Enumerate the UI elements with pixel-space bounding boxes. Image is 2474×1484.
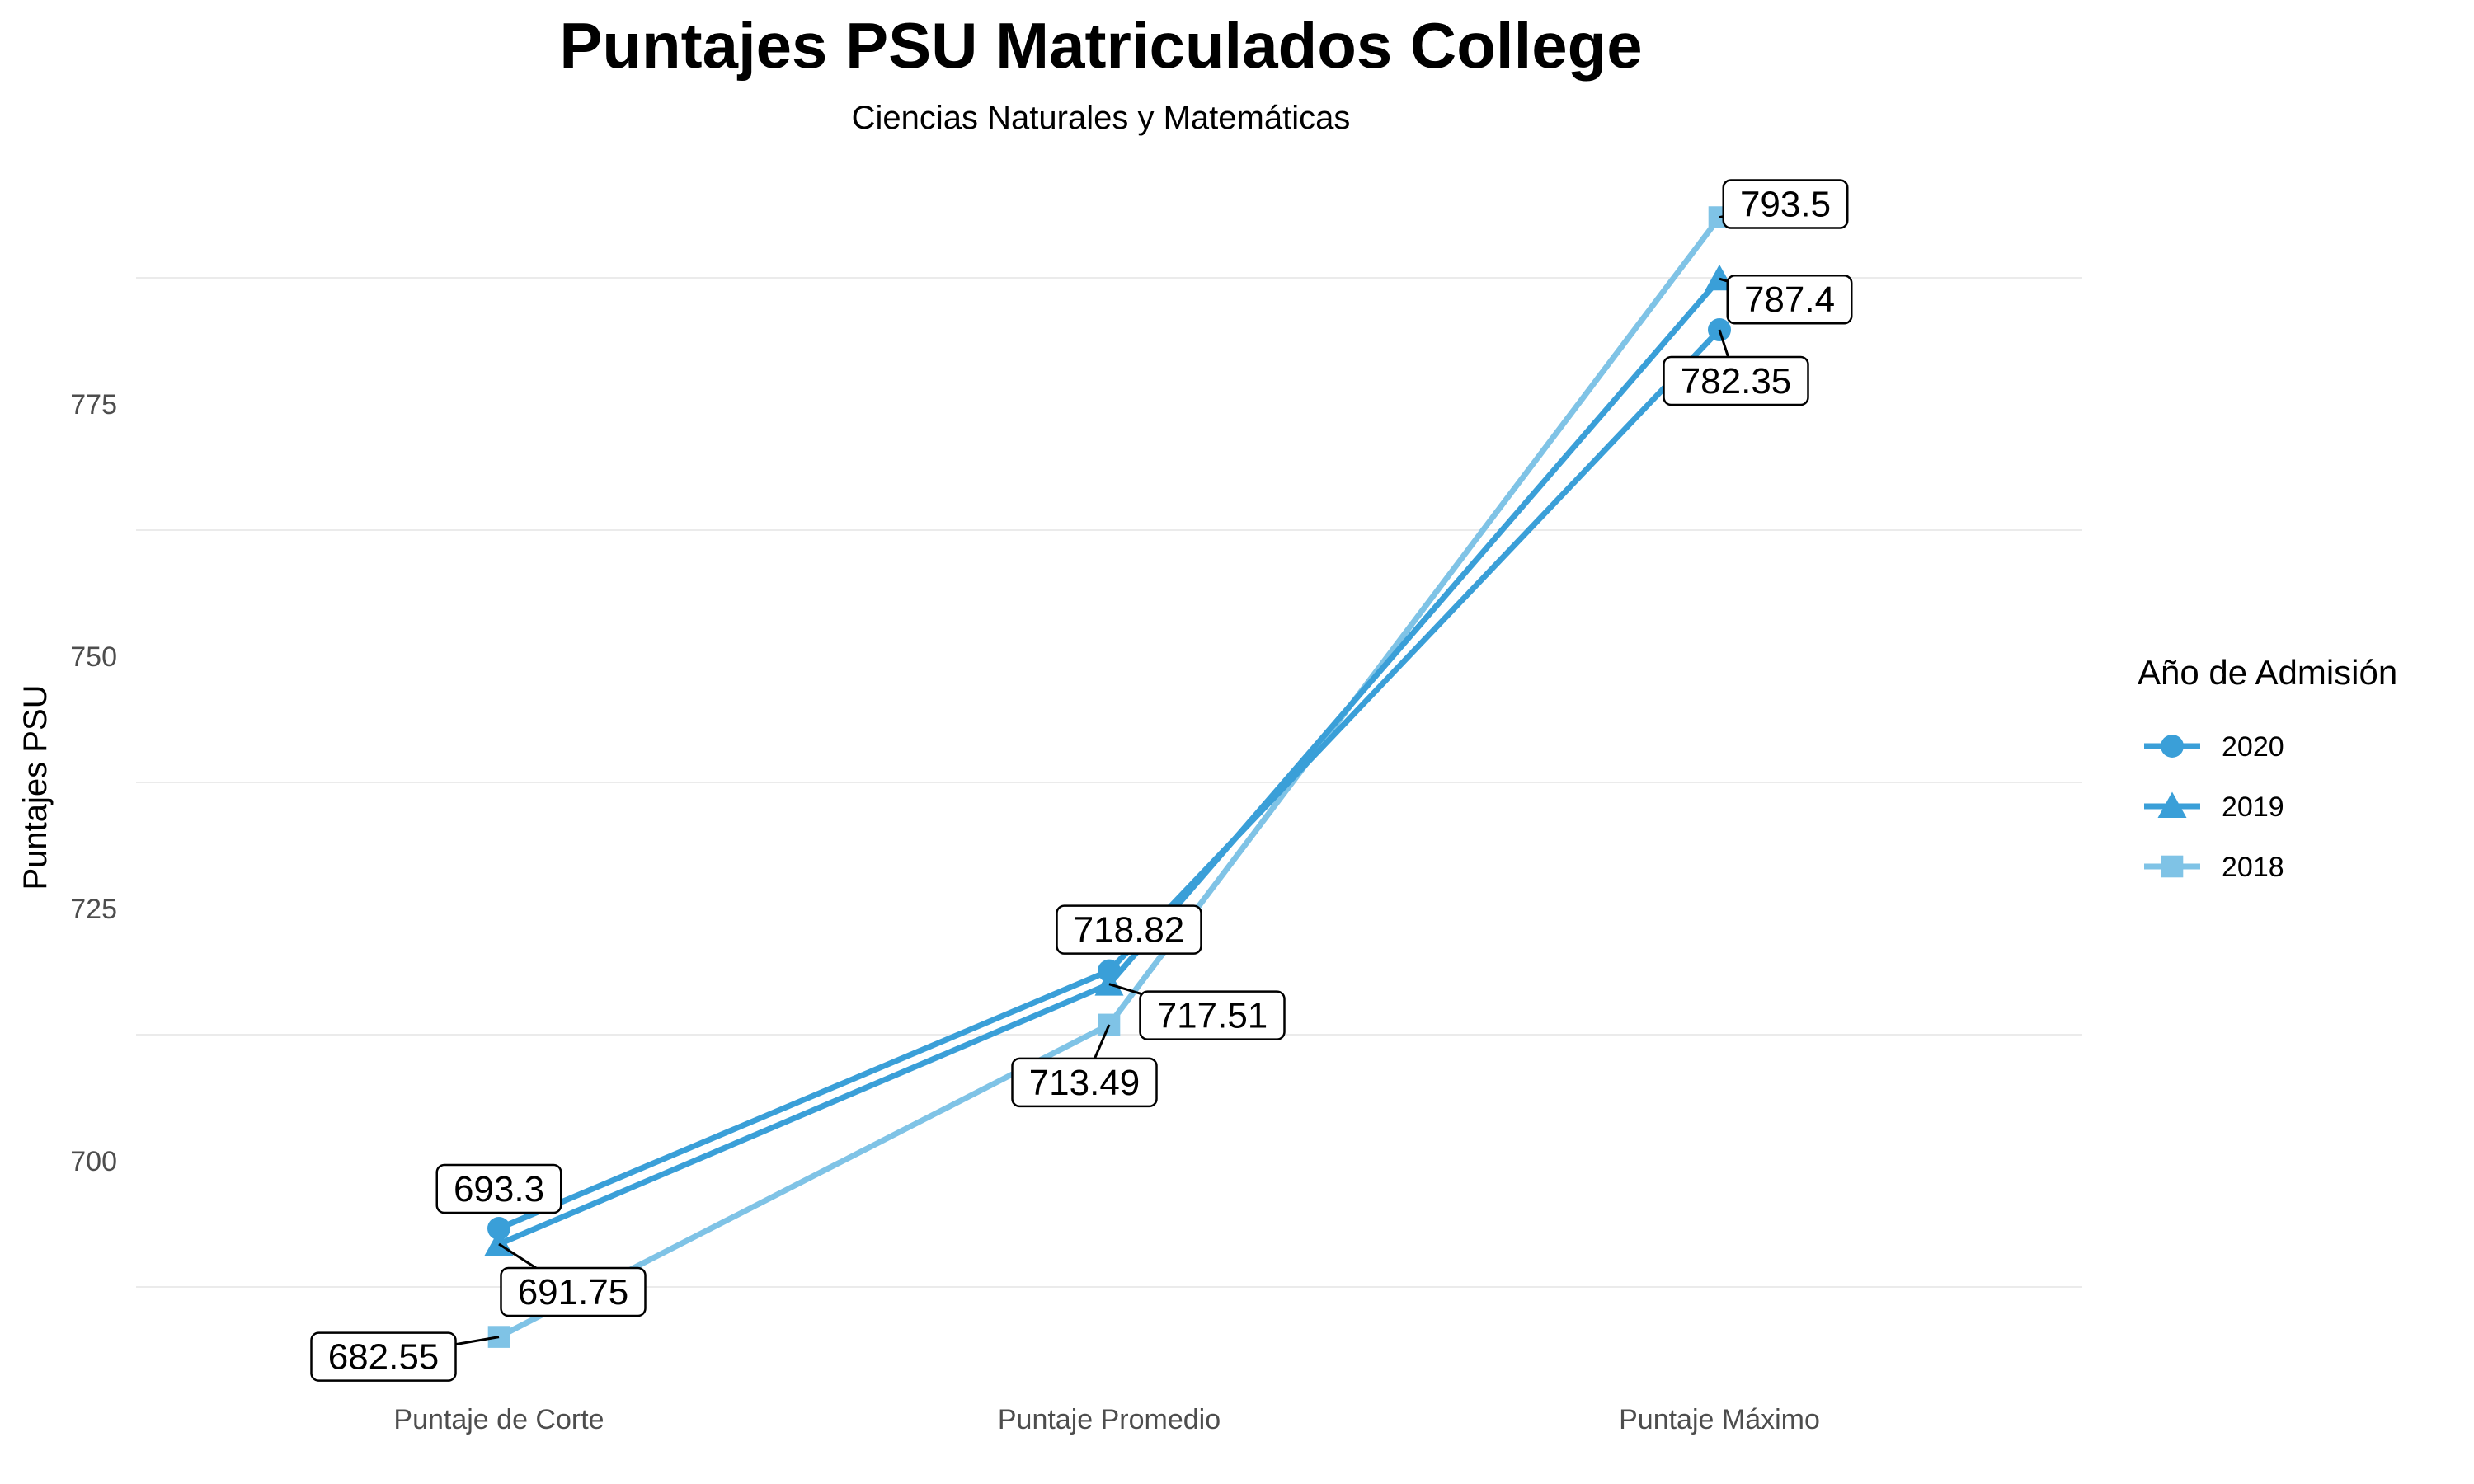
data-point xyxy=(1098,1013,1121,1036)
y-axis-label: Puntajes PSU xyxy=(17,684,54,890)
label-text: 693.3 xyxy=(454,1169,544,1209)
y-tick-label: 750 xyxy=(70,641,117,673)
label-box xyxy=(310,1331,457,1382)
y-ticks: 700 725 750 775 xyxy=(70,389,117,1177)
data-label: 793.5 xyxy=(1719,179,1849,229)
label-text: 682.55 xyxy=(328,1337,440,1378)
legend-label: 2019 xyxy=(2222,791,2284,823)
data-labels: 693.3 718.82 782.35 691.75 717.51 787.4 682.55… xyxy=(310,179,1853,1382)
label-text: 691.75 xyxy=(518,1272,629,1313)
label-text: 718.82 xyxy=(1074,910,1185,951)
x-tick-label: Puntaje de Corte xyxy=(393,1404,604,1435)
data-point xyxy=(2157,791,2187,818)
series-layer xyxy=(484,206,1734,1348)
data-label: 682.55 xyxy=(310,1331,500,1382)
data-point xyxy=(1094,970,1124,996)
legend-item: 2019 xyxy=(2144,791,2284,823)
legend-title: Año de Admisión xyxy=(2138,653,2397,692)
y-tick-label: 725 xyxy=(70,894,117,925)
x-ticks: Puntaje de Corte Puntaje Promedio Puntaje … xyxy=(393,1404,1819,1435)
y-tick-label: 775 xyxy=(70,389,117,420)
label-text: 793.5 xyxy=(1740,185,1831,225)
label-box xyxy=(1011,1057,1158,1108)
legend-item: 2020 xyxy=(2144,731,2284,763)
grid-layer xyxy=(136,277,2082,1288)
data-label: 713.49 xyxy=(1011,1024,1158,1108)
data-point xyxy=(2161,735,2184,758)
label-box xyxy=(1722,179,1849,229)
label-box xyxy=(435,1163,562,1214)
label-box xyxy=(1056,904,1202,955)
legend-item: 2018 xyxy=(2144,852,2284,883)
label-text: 713.49 xyxy=(1029,1063,1141,1103)
label-text: 787.4 xyxy=(1744,279,1835,320)
chart-title: Puntajes PSU Matriculados College xyxy=(559,9,1642,82)
data-label: 717.51 xyxy=(1108,983,1286,1040)
chart-subtitle: Ciencias Naturales y Matemáticas xyxy=(852,100,1351,136)
legend-label: 2018 xyxy=(2222,852,2284,883)
data-label: 691.75 xyxy=(498,1242,647,1317)
label-box xyxy=(1663,355,1809,406)
data-point xyxy=(2161,855,2184,878)
label-box xyxy=(500,1266,647,1317)
label-box xyxy=(1139,990,1286,1040)
data-point xyxy=(487,1326,510,1348)
data-label: 782.35 xyxy=(1663,329,1809,406)
label-text: 717.51 xyxy=(1157,996,1268,1036)
data-point xyxy=(487,1217,510,1241)
data-point xyxy=(1098,959,1121,983)
data-label: 693.3 xyxy=(435,1163,562,1214)
label-text: 782.35 xyxy=(1681,361,1792,402)
legend: Año de Admisión 2020 2019 2018 xyxy=(2138,653,2397,883)
x-tick-label: Puntaje Máximo xyxy=(1619,1404,1820,1435)
data-label: 787.4 xyxy=(1719,274,1853,325)
y-tick-label: 700 xyxy=(70,1146,117,1177)
data-label: 718.82 xyxy=(1056,904,1202,955)
x-tick-label: Puntaje Promedio xyxy=(998,1404,1221,1435)
label-box xyxy=(1726,274,1853,325)
legend-label: 2020 xyxy=(2222,731,2284,763)
